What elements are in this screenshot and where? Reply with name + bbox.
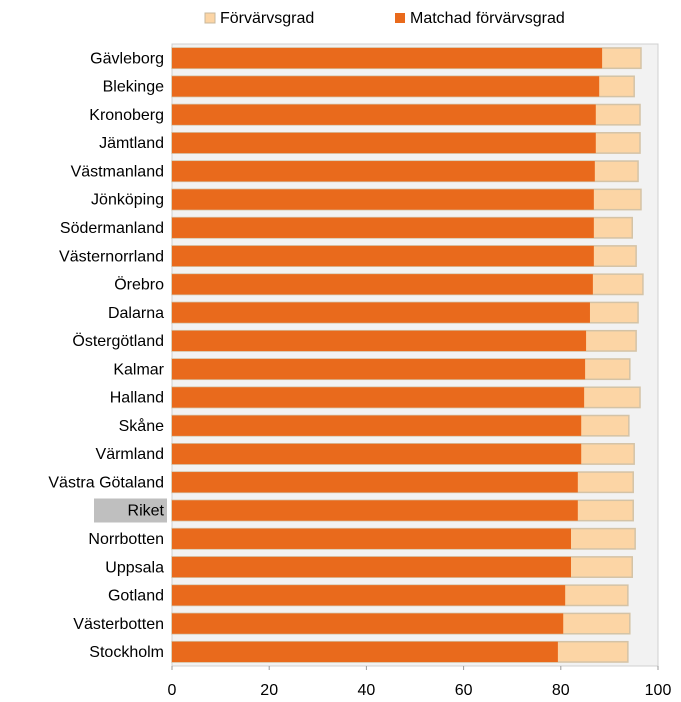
bar	[172, 641, 558, 663]
bar	[172, 387, 585, 408]
x-tick-label: 40	[358, 682, 376, 699]
y-tick-label: Södermanland	[60, 220, 164, 237]
bar	[172, 585, 566, 606]
x-tick-label: 20	[260, 682, 278, 699]
bar	[172, 189, 594, 210]
x-tick-label: 60	[455, 682, 473, 699]
bar	[172, 330, 587, 352]
legend-label: Matchad förvärvsgrad	[410, 10, 565, 27]
bar	[172, 500, 578, 521]
highlight-box	[94, 498, 167, 523]
legend-label: Förvärvsgrad	[220, 10, 314, 27]
x-tick-label: 0	[168, 682, 177, 699]
bar	[172, 245, 594, 267]
bar	[172, 161, 595, 182]
x-tick-label: 100	[645, 682, 672, 699]
y-tick-label: Östergötland	[72, 332, 164, 350]
bar	[172, 443, 582, 465]
bar	[172, 47, 603, 69]
bar	[172, 556, 572, 578]
y-tick-label: Jämtland	[99, 135, 164, 152]
bar	[172, 613, 564, 634]
legend-swatch	[395, 13, 405, 23]
bar	[172, 528, 572, 549]
bar	[172, 104, 596, 125]
y-tick-label: Gotland	[108, 588, 164, 605]
y-tick-label: Uppsala	[105, 559, 164, 576]
bar	[172, 274, 593, 295]
bar	[172, 472, 578, 493]
y-tick-label: Värmland	[96, 446, 164, 463]
legend-swatch	[204, 12, 216, 24]
bar	[172, 415, 582, 436]
y-tick-label: Dalarna	[108, 305, 164, 322]
y-tick-label: Norrbotten	[88, 531, 164, 548]
y-tick-label: Skåne	[119, 417, 164, 435]
y-tick-label: Kalmar	[113, 361, 164, 378]
y-tick-label: Västerbotten	[73, 616, 164, 633]
y-tick-label: Blekinge	[103, 79, 164, 96]
y-tick-label: Stockholm	[89, 644, 164, 661]
bar	[172, 358, 586, 380]
y-tick-label: Jönköping	[91, 192, 164, 209]
y-tick-label: Västmanland	[71, 163, 164, 180]
x-tick-label: 80	[552, 682, 570, 699]
bar	[172, 302, 590, 323]
bar	[172, 132, 596, 154]
bar	[172, 217, 594, 238]
y-tick-label: Riket	[128, 503, 165, 520]
bar	[172, 76, 600, 97]
y-tick-label: Västra Götaland	[48, 474, 164, 491]
y-tick-label: Örebro	[114, 276, 164, 294]
y-tick-label: Kronoberg	[89, 107, 164, 124]
y-tick-label: Västernorrland	[59, 248, 164, 265]
y-tick-label: Halland	[110, 390, 164, 407]
y-tick-label: Gävleborg	[90, 50, 164, 67]
